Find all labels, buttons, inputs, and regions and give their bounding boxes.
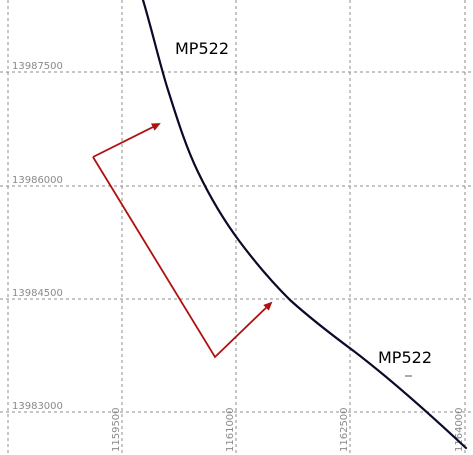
y-tick-label: 13984500 bbox=[12, 288, 63, 299]
x-axis-labels: 1159500 1161000 1162500 1164000 bbox=[111, 407, 465, 452]
x-tick-label: 1162500 bbox=[339, 407, 350, 452]
x-tick-label: 1159500 bbox=[111, 407, 122, 452]
x-tick-label: 1161000 bbox=[225, 407, 236, 452]
annotation-arrow-lower bbox=[92, 156, 273, 359]
y-tick-label: 13987500 bbox=[12, 61, 63, 72]
y-axis-labels: 13987500 13986000 13984500 13983000 bbox=[12, 61, 63, 412]
annotation-arrow-upper bbox=[92, 123, 161, 158]
route-line-mp522[interactable] bbox=[141, 0, 468, 450]
route-label-mp522: MP522 bbox=[175, 39, 229, 58]
x-tick-label: 1164000 bbox=[454, 407, 465, 452]
route-label-mp522: MP522 bbox=[378, 348, 432, 367]
y-tick-label: 13983000 bbox=[12, 401, 63, 412]
y-tick-label: 13986000 bbox=[12, 175, 63, 186]
